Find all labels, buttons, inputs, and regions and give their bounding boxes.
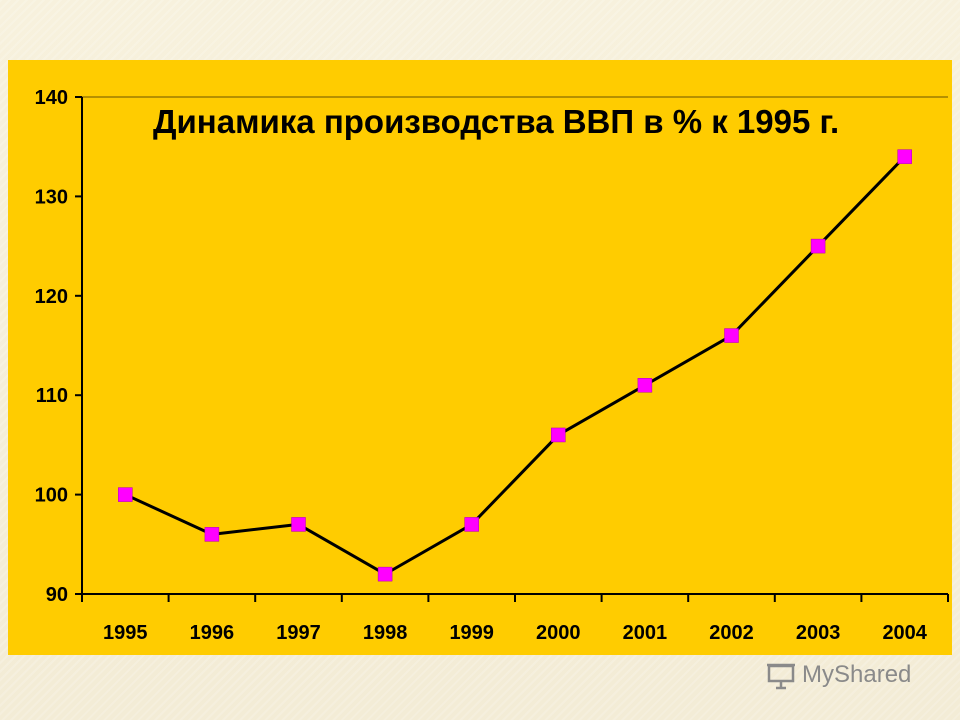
data-point-marker <box>551 427 566 443</box>
y-tick-label: 120 <box>35 286 68 308</box>
y-tick-label: 130 <box>35 186 68 208</box>
data-point-marker <box>464 517 479 532</box>
series-line <box>124 155 906 576</box>
watermark-text: MyShared <box>802 661 912 688</box>
data-point-marker <box>724 328 739 343</box>
x-tick-label: 2003 <box>796 622 841 644</box>
presentation-screen-icon <box>767 663 795 690</box>
data-point-marker <box>637 378 653 393</box>
chart-title: Динамика производства ВВП в % к 1995 г. <box>153 103 840 140</box>
data-point-marker <box>204 527 220 542</box>
y-tick-label: 110 <box>36 385 68 407</box>
x-tick-label: 1996 <box>190 622 235 644</box>
data-point-marker <box>291 517 306 532</box>
x-tick-label: 2004 <box>882 622 927 644</box>
x-tick-label: 2001 <box>623 622 668 644</box>
data-point-marker <box>810 238 826 254</box>
y-tick-label: 100 <box>35 485 68 507</box>
data-point-marker <box>118 487 133 502</box>
x-tick-label: 1999 <box>449 622 494 644</box>
x-tick-label: 1997 <box>276 622 321 644</box>
x-tick-label: 1998 <box>363 622 408 644</box>
data-point-marker <box>897 149 912 164</box>
x-tick-label: 2002 <box>709 622 754 644</box>
data-point-marker <box>377 566 393 582</box>
line-chart: 90 100 110 120 130 140 1995 1996 1997 1998 1999 200… <box>35 87 949 644</box>
y-tick-label: 90 <box>46 584 68 606</box>
x-tick-label: 1995 <box>103 622 148 644</box>
x-tick-label: 2000 <box>536 622 581 644</box>
watermark: MyShared <box>766 656 911 694</box>
chart-panel: 90 100 110 120 130 140 1995 1996 1997 1998 1999 200… <box>8 60 952 655</box>
y-tick-label: 140 <box>35 87 68 109</box>
